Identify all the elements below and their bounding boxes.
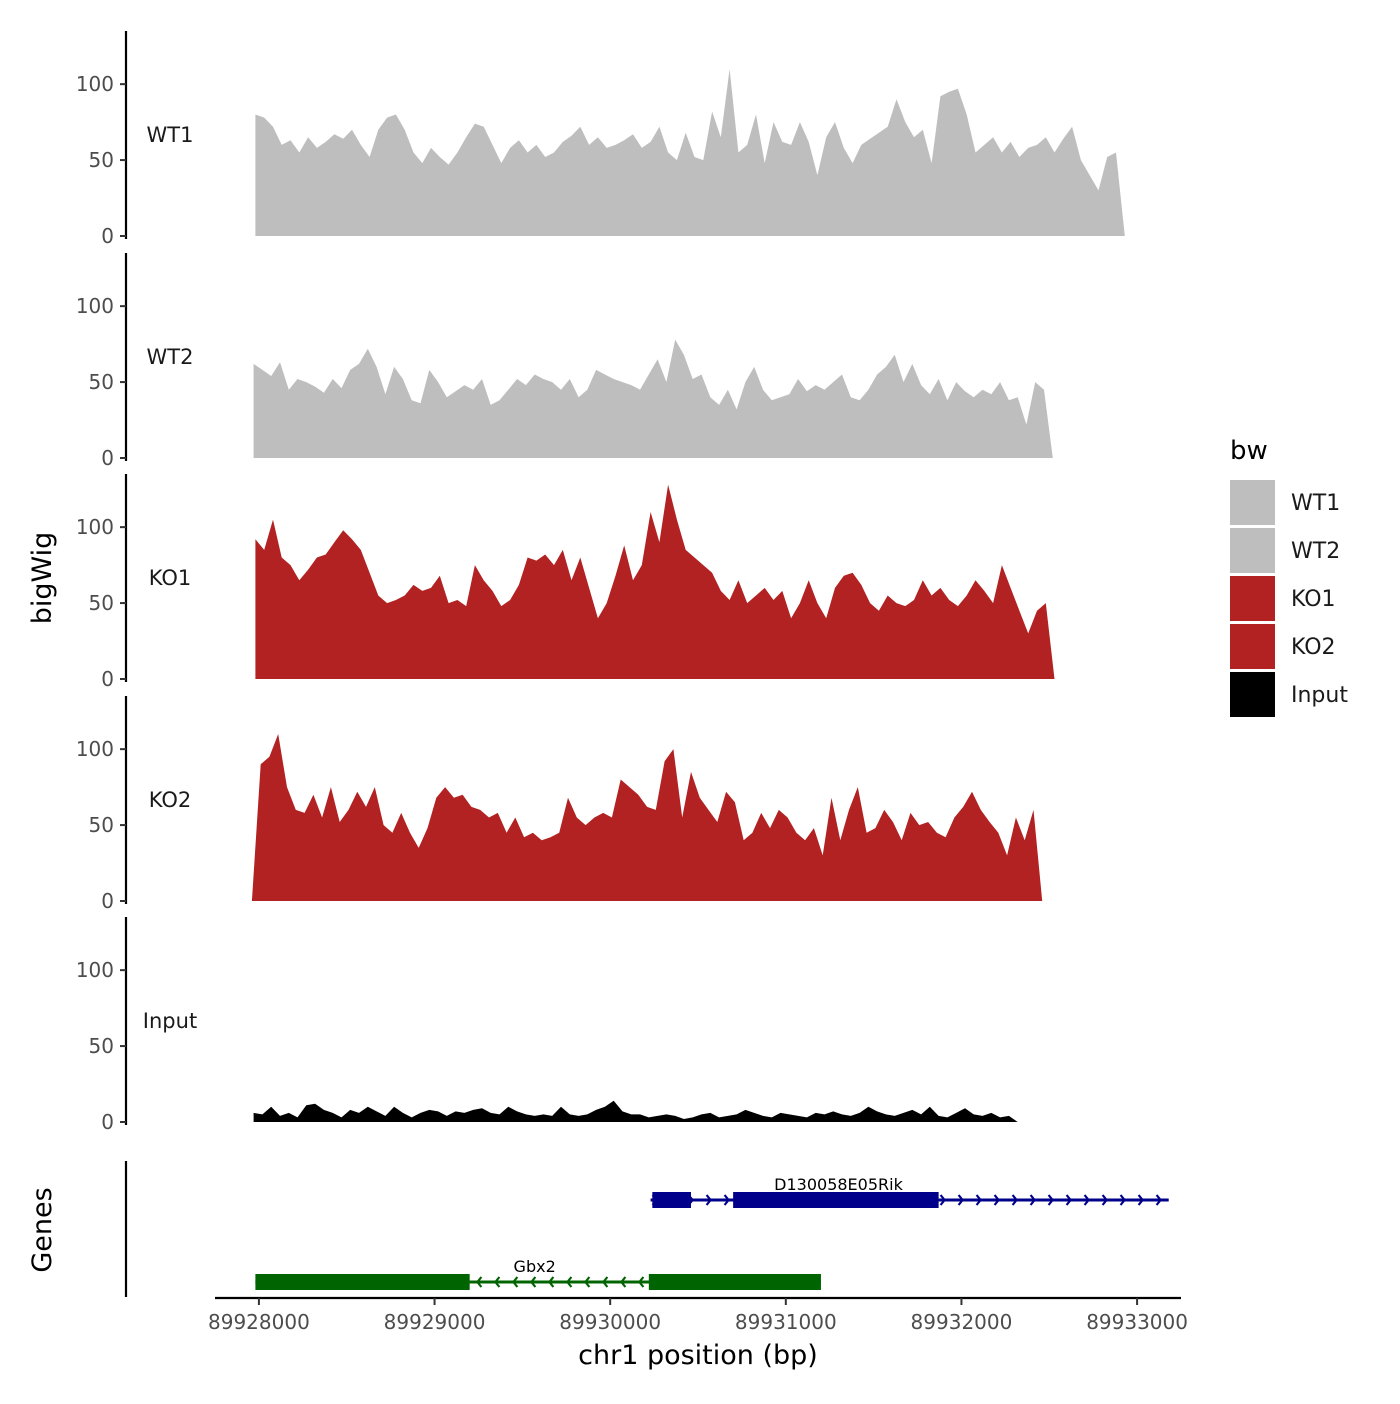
x-tick-label-89928000: 89928000 [208,1310,310,1334]
track-input: 0 50 100 Input [76,917,1018,1134]
y-tick-label-wt2-0: 0 [101,446,114,470]
area-input [253,1100,1018,1122]
y-tick-label-ko1-50: 50 [89,591,114,615]
y-axis-title: bigWig [27,532,58,625]
legend: bw WT1 WT2 KO1 KO2 Input [1230,436,1348,717]
x-axis: 89928000 89929000 89930000 89931000 89932000… [208,1296,1188,1334]
y-tick-label-wt1-0: 0 [101,224,114,248]
legend-label-wt2: WT2 [1291,539,1340,564]
legend-label-input: Input [1291,683,1348,708]
gene-d130058e05rik: D130058E05Rik [650,1175,1169,1208]
exon-gbx2-2 [648,1274,821,1290]
y-tick-label-wt2-50: 50 [89,370,114,394]
y-tick-label-wt1-50: 50 [89,148,114,172]
genes-panel: D130058E05Rik Gbx2 [124,1161,1169,1297]
y-tick-label-input-0: 0 [101,1110,114,1134]
y-tick-label-input-100: 100 [76,958,114,982]
legend-key-ko1 [1230,576,1275,621]
gene-label-d130058e05rik: D130058E05Rik [774,1175,903,1194]
track-ko1: 0 50 100 KO1 [76,474,1055,691]
track-wt1: 0 50 100 WT1 [76,31,1125,248]
x-tick-label-89931000: 89931000 [735,1310,837,1334]
area-wt2 [253,339,1053,458]
legend-label-ko2: KO2 [1291,635,1336,660]
track-label-ko2: KO2 [149,788,192,812]
legend-key-wt2 [1230,528,1275,573]
legend-label-wt1: WT1 [1291,491,1340,516]
x-tick-label-89930000: 89930000 [559,1310,661,1334]
track-label-wt1: WT1 [147,123,194,147]
gene-label-gbx2: Gbx2 [514,1257,556,1276]
legend-key-wt1 [1230,480,1275,525]
legend-title: bw [1230,436,1268,466]
y-tick-label-wt2-100: 100 [76,294,114,318]
x-axis-title: chr1 position (bp) [578,1340,818,1371]
y-tick-label-ko2-50: 50 [89,813,114,837]
x-tick-label-89929000: 89929000 [384,1310,486,1334]
track-label-wt2: WT2 [147,345,194,369]
x-tick-label-89932000: 89932000 [911,1310,1013,1334]
area-ko1 [255,484,1055,679]
y-tick-label-ko1-100: 100 [76,515,114,539]
y-tick-label-ko2-100: 100 [76,737,114,761]
y-tick-label-wt1-100: 100 [76,72,114,96]
gene-gbx2: Gbx2 [255,1257,821,1290]
track-label-ko1: KO1 [149,566,192,590]
genes-axis-title: Genes [27,1187,58,1272]
exon-d130058e05rik-2 [733,1192,939,1208]
legend-key-input [1230,672,1275,717]
track-ko2: 0 50 100 KO2 [76,696,1043,913]
y-tick-label-ko2-0: 0 [101,889,114,913]
area-wt1 [255,69,1125,236]
exon-gbx2-1 [255,1274,470,1290]
y-tick-label-ko1-0: 0 [101,667,114,691]
exon-d130058e05rik-1 [652,1192,691,1208]
signal-tracks: 0 50 100 WT1 0 50 100 WT2 0 50 100 KO1 0 50 100 KO2 0 50 1… [76,31,1125,1134]
legend-key-ko2 [1230,624,1275,669]
area-ko2 [251,734,1043,901]
track-wt2: 0 50 100 WT2 [76,253,1053,470]
x-tick-label-89933000: 89933000 [1086,1310,1188,1334]
y-tick-label-input-50: 50 [89,1034,114,1058]
legend-label-ko1: KO1 [1291,587,1336,612]
track-label-input: Input [143,1009,197,1033]
